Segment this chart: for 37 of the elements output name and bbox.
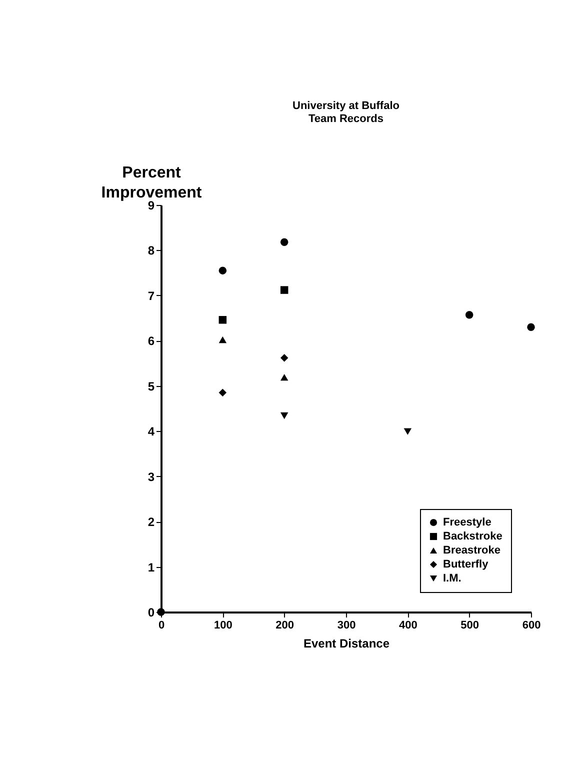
x-tick-label: 500: [460, 620, 480, 632]
y-axis-title: Percent Improvement: [101, 164, 202, 202]
y-tick-label: 8: [148, 244, 155, 258]
legend-label: I.M.: [443, 572, 462, 584]
x-axis-title: Event Distance: [303, 636, 390, 650]
point: [404, 428, 412, 435]
point: [218, 316, 227, 324]
legend-label: Freestyle: [443, 516, 492, 528]
point: [527, 323, 535, 331]
point: [218, 336, 227, 344]
point: [218, 266, 227, 274]
x-tick-label: 400: [398, 620, 418, 632]
point: [280, 238, 288, 246]
point: [218, 388, 227, 397]
legend-label: Butterfly: [443, 558, 490, 570]
x-tick-label: 300: [337, 620, 356, 632]
point: [280, 286, 288, 294]
y-tick-label: 5: [148, 379, 155, 394]
x-tick-label: 0: [158, 620, 165, 632]
point: [465, 311, 474, 319]
y-tick-label: 2: [148, 515, 155, 530]
y-tick-label: 9: [148, 198, 155, 212]
point: [280, 374, 288, 381]
y-tick-label: 1: [148, 560, 155, 574]
y-tick-label: 6: [148, 334, 155, 348]
y-tick-label: 0: [148, 606, 155, 620]
x-tick-label: 100: [214, 620, 232, 632]
x-tick-label: 600: [522, 620, 541, 632]
y-tick-label: 4: [148, 424, 155, 439]
y-tick-label: 7: [148, 288, 155, 303]
point: [280, 354, 288, 362]
legend-label: Breastroke: [443, 544, 500, 556]
y-tick-label: 3: [148, 470, 155, 484]
x-tick-label: 200: [276, 620, 294, 632]
chart-title: University at Buffalo Team Records: [292, 100, 400, 125]
point: [280, 412, 288, 420]
legend-label: Backstroke: [443, 530, 502, 542]
